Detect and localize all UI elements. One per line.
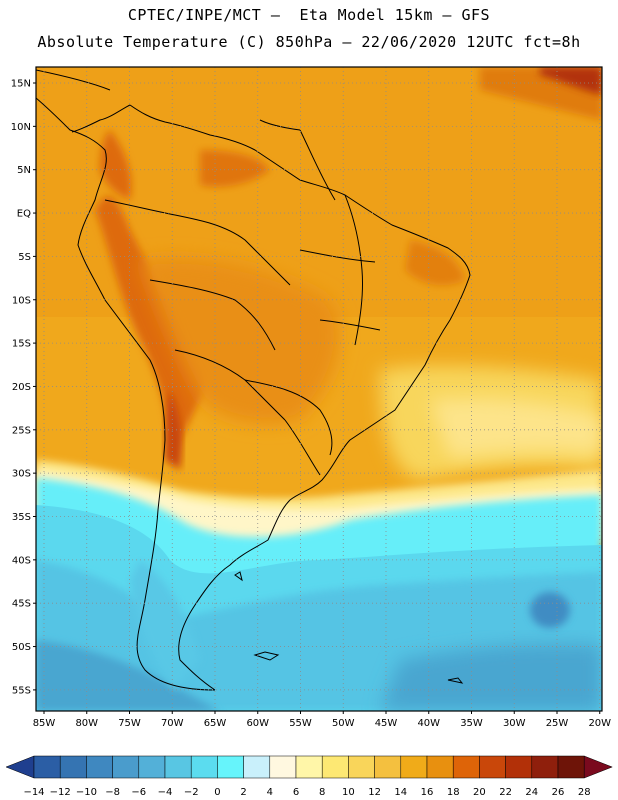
latitude-label: 25S <box>12 425 31 436</box>
latitude-label: 40S <box>12 555 31 566</box>
colorbar-label: 16 <box>421 787 434 798</box>
colorbar-cell <box>33 755 61 779</box>
latitude-label: 55S <box>12 685 31 696</box>
colorbar-label: 20 <box>473 787 486 798</box>
longitude-label: 20W <box>588 718 611 729</box>
longitude-label: 40W <box>417 718 440 729</box>
colorbar: −14 −12 −10 −8 −6 −4 −2 0 2 4 6 8 10 12 14 16 18 20 22 24 26… <box>5 755 613 798</box>
grid-lines <box>36 67 602 711</box>
colorbar-label: 6 <box>293 787 299 798</box>
colorbar-cell <box>269 755 297 779</box>
colorbar-label: 26 <box>552 787 565 798</box>
colorbar-cell <box>479 755 506 779</box>
longitude-label: 35W <box>460 718 483 729</box>
colorbar-label: −2 <box>184 787 199 798</box>
colorbar-label: 0 <box>214 787 220 798</box>
longitude-label: 60W <box>246 718 269 729</box>
colorbar-cell <box>295 755 323 779</box>
longitude-label: 25W <box>546 718 569 729</box>
latitude-label: 10N <box>11 122 31 133</box>
longitude-label: 50W <box>332 718 355 729</box>
longitude-label: 85W <box>33 718 56 729</box>
colorbar-cell <box>400 755 428 779</box>
colorbar-cell <box>321 755 349 779</box>
chart-title-line1: CPTEC/INPE/MCT – Eta Model 15km – GFS <box>127 6 491 24</box>
colorbar-label: −6 <box>131 787 146 798</box>
latitude-label: 20S <box>12 382 31 393</box>
colorbar-label: −8 <box>105 787 120 798</box>
colorbar-label: 14 <box>394 787 407 798</box>
longitude-label: 80W <box>75 718 98 729</box>
longitude-label: 45W <box>375 718 398 729</box>
latitude-label: 15N <box>11 79 31 90</box>
colorbar-arrow-low <box>5 755 35 779</box>
colorbar-cell <box>531 755 559 779</box>
colorbar-cell <box>164 755 192 779</box>
temperature-field <box>36 67 602 711</box>
colorbar-cell <box>59 755 87 779</box>
colorbar-label: −10 <box>76 787 97 798</box>
chart-title-line2: Absolute Temperature (C) 850hPa – 22/06/… <box>37 33 581 51</box>
longitude-label: 70W <box>161 718 184 729</box>
colorbar-label: −4 <box>158 787 173 798</box>
colorbar-label: 28 <box>578 787 591 798</box>
coastline <box>36 69 471 691</box>
colorbar-cell <box>557 755 585 779</box>
colorbar-arrow-high <box>583 755 613 779</box>
longitude-label: 55W <box>289 718 312 729</box>
longitude-label: 30W <box>503 718 526 729</box>
latitude-label: 10S <box>12 295 31 306</box>
colorbar-cell <box>426 755 454 779</box>
longitude-labels: 85W 80W 75W 70W 65W 60W 55W 50W 45W 40W 35W 30W 25W 2… <box>33 711 611 729</box>
longitude-label: 75W <box>118 718 141 729</box>
colorbar-label: −12 <box>50 787 71 798</box>
colorbar-label: 8 <box>319 787 325 798</box>
colorbar-cell <box>374 755 402 779</box>
colorbar-label: −14 <box>23 787 44 798</box>
colorbar-label: 24 <box>525 787 538 798</box>
colorbar-cell <box>452 755 480 779</box>
colorbar-cell <box>505 755 533 779</box>
latitude-label: 30S <box>12 469 31 480</box>
colorbar-cell <box>112 755 140 779</box>
colorbar-cell <box>348 755 375 779</box>
colorbar-label: 18 <box>447 787 460 798</box>
latitude-label: 5S <box>18 252 31 263</box>
latitude-label: 50S <box>12 642 31 653</box>
latitude-label: 5N <box>17 165 31 176</box>
colorbar-label: 2 <box>240 787 246 798</box>
colorbar-cell <box>243 755 271 779</box>
colorbar-label: 4 <box>267 787 273 798</box>
colorbar-label: 22 <box>499 787 512 798</box>
colorbar-label: 10 <box>342 787 355 798</box>
map-frame <box>35 66 603 712</box>
colorbar-cell <box>138 755 166 779</box>
latitude-label: 15S <box>12 339 31 350</box>
latitude-label: 45S <box>12 599 31 610</box>
colorbar-label: 12 <box>368 787 381 798</box>
colorbar-cell <box>190 755 218 779</box>
colorbar-cell <box>86 755 113 779</box>
colorbar-cell <box>217 755 244 779</box>
latitude-labels: 15N 10N 5N EQ 5S 10S 15S 20S 25S 30S 35S 40S 45S 50S 5… <box>11 79 36 696</box>
latitude-label: EQ <box>17 209 31 220</box>
longitude-label: 65W <box>204 718 227 729</box>
latitude-label: 35S <box>12 512 31 523</box>
